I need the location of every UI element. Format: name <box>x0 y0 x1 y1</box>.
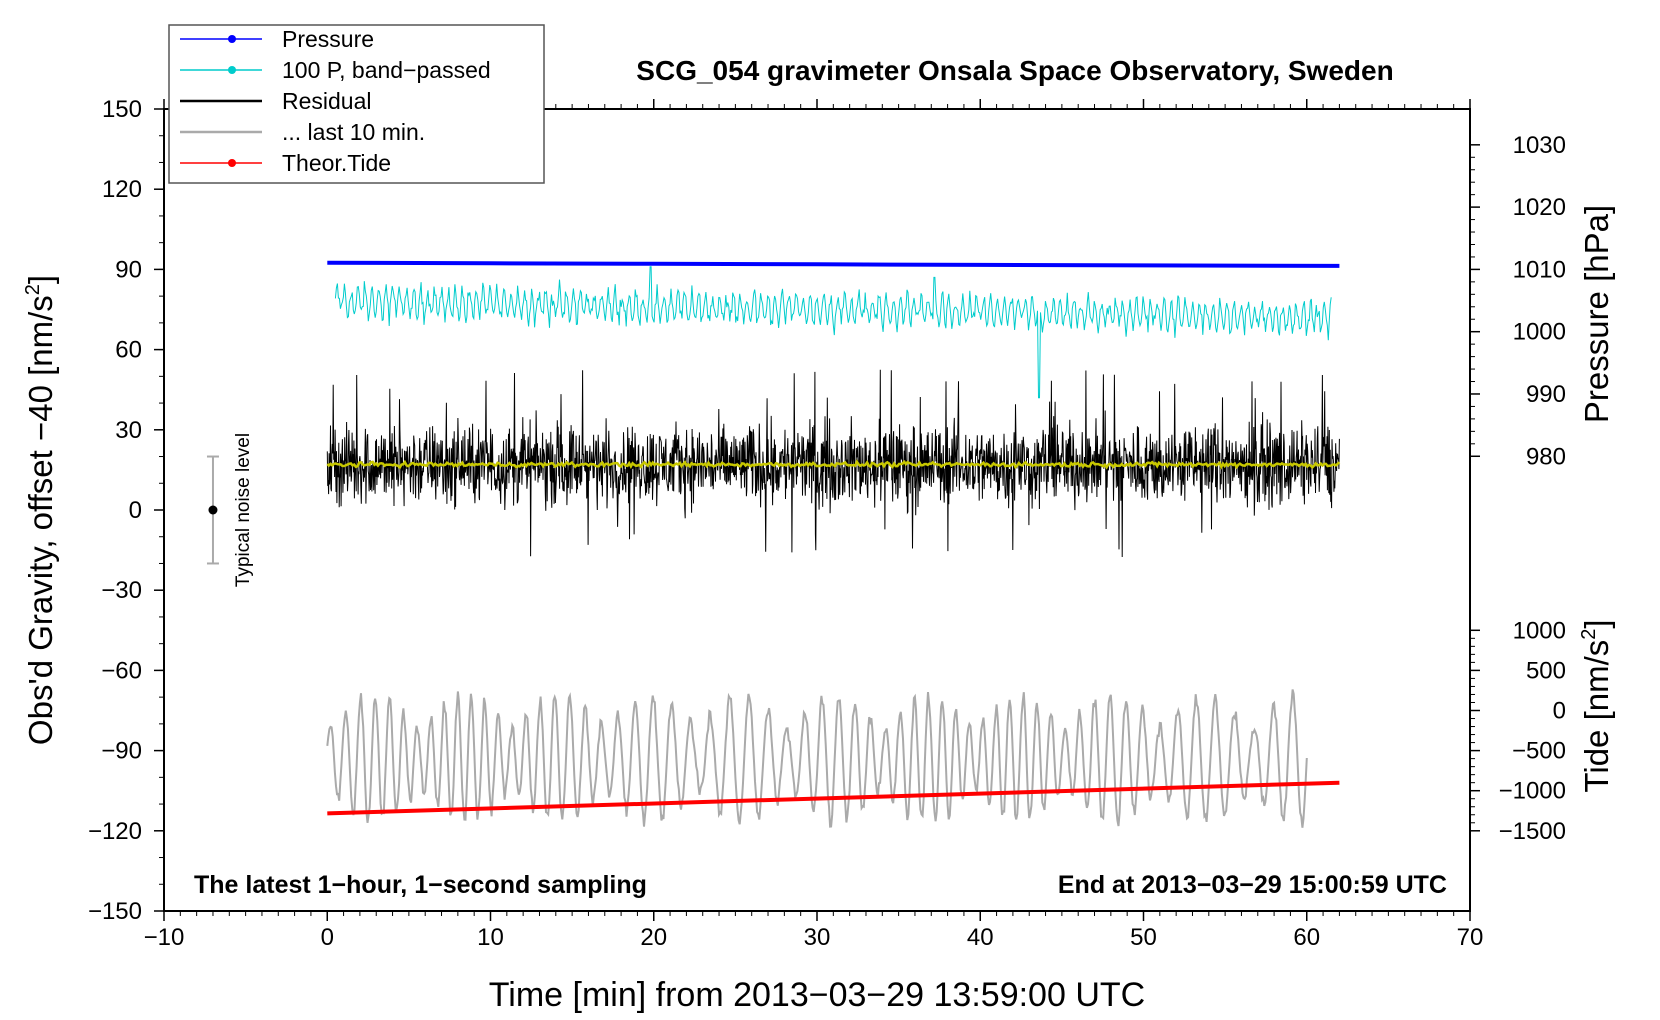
pressure-tick-label: 1010 <box>1513 256 1566 283</box>
tide-tick-label: 1000 <box>1513 617 1566 644</box>
x-tick-label: 10 <box>477 924 504 951</box>
series-bandpassed-pressure <box>334 266 1332 399</box>
tide-tick-label: −1500 <box>1499 818 1566 845</box>
y-tick-label: −90 <box>101 738 142 765</box>
pressure-tick-labels: 980 990 1000 1010 1020 1030 <box>1513 132 1566 470</box>
x-tick-labels: −10 0 10 20 30 40 50 60 70 <box>144 924 1484 951</box>
tide-axis-label: Tide [nm/s2] <box>1578 619 1615 792</box>
x-tick-label: 30 <box>804 924 831 951</box>
noise-bar <box>206 455 219 565</box>
y-tick-label: 90 <box>115 256 142 283</box>
x-tick-label: 50 <box>1130 924 1157 951</box>
pressure-tick-label: 1000 <box>1513 319 1566 346</box>
y-tick-label: 120 <box>102 176 142 203</box>
pressure-tick-label: 1020 <box>1513 194 1566 221</box>
y-tick-label: 0 <box>129 497 142 524</box>
x-tick-label: 0 <box>321 924 334 951</box>
y-tick-label: 60 <box>115 337 142 364</box>
tide-tick-labels: −1500 −1000 −500 0 500 1000 <box>1499 617 1566 845</box>
pressure-tick-label: 1030 <box>1513 132 1566 159</box>
y-tick-labels: −150 −120 −90 −60 −30 0 30 60 90 120 150 <box>88 96 142 925</box>
tick-marks <box>154 99 1480 921</box>
y-tick-label: 30 <box>115 417 142 444</box>
tide-tick-label: −1000 <box>1499 778 1566 805</box>
pressure-tick-label: 990 <box>1526 381 1566 408</box>
y-tick-label: −150 <box>88 898 142 925</box>
y-axis-label: Obs'd Gravity, offset −40 [nm/s2] <box>22 275 59 745</box>
noise-bar-point <box>208 505 218 515</box>
legend-label: Residual <box>282 88 372 114</box>
series-residual-smoothed <box>326 459 1341 470</box>
noise-level-label: Typical noise level <box>233 433 254 587</box>
tide-tick-label: 0 <box>1553 698 1566 725</box>
legend-marker <box>228 159 236 167</box>
series-last-10-min <box>326 689 1308 828</box>
legend-label: Theor.Tide <box>282 150 391 176</box>
annotation-sampling: The latest 1−hour, 1−second sampling <box>194 871 647 899</box>
legend-marker <box>228 35 236 43</box>
series-theoretical-tide <box>327 780 1340 816</box>
legend-box <box>168 24 545 184</box>
y-tick-label: −120 <box>88 818 142 845</box>
x-tick-label: 70 <box>1457 924 1484 951</box>
y-tick-label: −60 <box>101 657 142 684</box>
series-layer <box>326 260 1341 828</box>
x-tick-label: 40 <box>967 924 994 951</box>
plot-frame <box>163 108 1471 912</box>
legend-label: Pressure <box>282 26 374 52</box>
legend-marker <box>228 66 236 74</box>
legend-label: ... last 10 min. <box>282 119 425 145</box>
x-tick-label: −10 <box>144 924 185 951</box>
chart-title: SCG_054 gravimeter Onsala Space Observat… <box>636 55 1393 86</box>
x-tick-label: 20 <box>640 924 667 951</box>
x-axis-label: Time [min] from 2013−03−29 13:59:00 UTC <box>489 976 1145 1014</box>
x-tick-label: 60 <box>1293 924 1320 951</box>
pressure-tick-label: 980 <box>1526 443 1566 470</box>
annotation-end-time: End at 2013−03−29 15:00:59 UTC <box>1058 871 1447 899</box>
series-residual <box>326 369 1340 558</box>
legend: Pressure 100 P, band−passed Residual ... la… <box>168 24 545 184</box>
series-pressure <box>327 260 1340 268</box>
tide-tick-label: 500 <box>1526 657 1566 684</box>
y-tick-label: −30 <box>101 577 142 604</box>
pressure-axis-label: Pressure [hPa] <box>1578 205 1615 423</box>
legend-label: 100 P, band−passed <box>282 57 491 83</box>
y-tick-label: 150 <box>102 96 142 123</box>
tide-tick-label: −500 <box>1512 738 1566 765</box>
